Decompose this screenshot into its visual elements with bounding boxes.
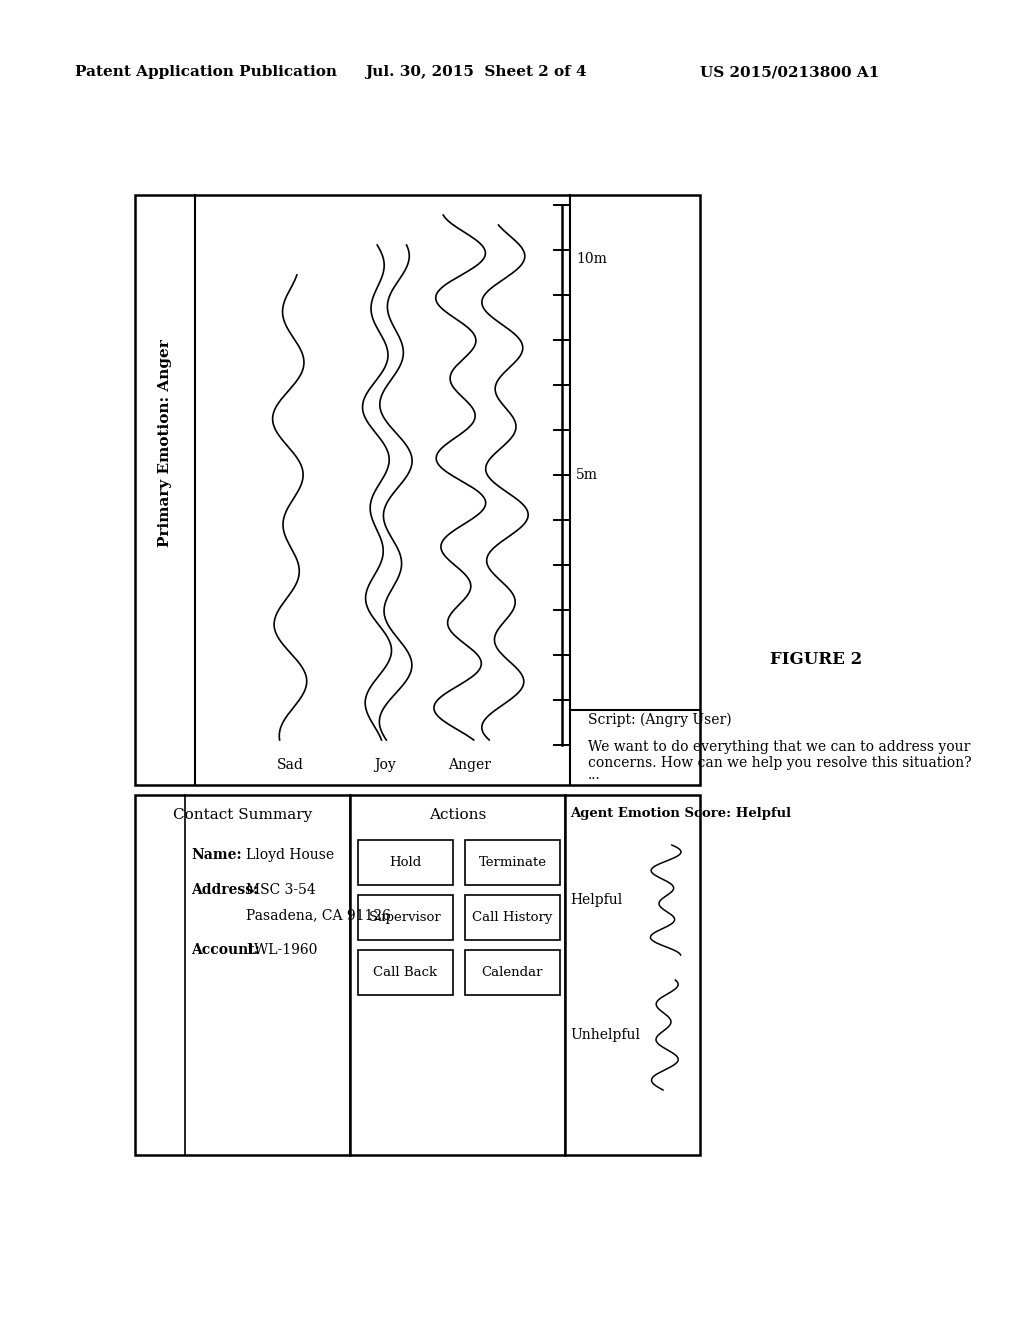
Text: Patent Application Publication: Patent Application Publication — [75, 65, 337, 79]
Text: Name:: Name: — [191, 847, 242, 862]
Bar — [565, 795, 700, 1155]
Bar — [465, 950, 560, 995]
Text: Anger: Anger — [449, 758, 492, 772]
Text: Call Back: Call Back — [374, 966, 437, 979]
Text: Script: (Angry User): Script: (Angry User) — [588, 713, 731, 727]
Text: ...: ... — [588, 768, 601, 781]
Text: Helpful: Helpful — [570, 894, 623, 907]
Text: Account:: Account: — [191, 942, 260, 957]
Text: Actions: Actions — [429, 808, 486, 822]
Text: Pasadena, CA 91126: Pasadena, CA 91126 — [246, 908, 391, 921]
Text: Sad: Sad — [276, 758, 303, 772]
Text: Hold: Hold — [389, 855, 422, 869]
Bar — [135, 195, 700, 785]
Text: FIGURE 2: FIGURE 2 — [770, 652, 862, 668]
Text: US 2015/0213800 A1: US 2015/0213800 A1 — [700, 65, 880, 79]
Bar — [358, 950, 453, 995]
Text: We want to do everything that we can to address your
concerns. How can we help y: We want to do everything that we can to … — [588, 741, 972, 770]
Text: Address:: Address: — [191, 883, 258, 898]
Bar — [350, 795, 565, 1155]
Bar — [358, 840, 453, 884]
Text: MSC 3-54: MSC 3-54 — [246, 883, 315, 898]
Text: Lloyd House: Lloyd House — [246, 847, 334, 862]
Bar — [135, 795, 350, 1155]
Text: Joy: Joy — [374, 758, 396, 772]
Bar — [358, 895, 453, 940]
Text: Unhelpful: Unhelpful — [570, 1028, 640, 1041]
Text: Terminate: Terminate — [478, 855, 547, 869]
Text: Calendar: Calendar — [481, 966, 544, 979]
Text: Primary Emotion: Anger: Primary Emotion: Anger — [158, 339, 172, 546]
Text: Agent Emotion Score: Helpful: Agent Emotion Score: Helpful — [570, 807, 792, 820]
Text: Call History: Call History — [472, 911, 553, 924]
Text: LWL-1960: LWL-1960 — [246, 942, 317, 957]
Text: Jul. 30, 2015  Sheet 2 of 4: Jul. 30, 2015 Sheet 2 of 4 — [365, 65, 587, 79]
Bar — [465, 840, 560, 884]
Text: Supervisor: Supervisor — [369, 911, 442, 924]
Text: Contact Summary: Contact Summary — [173, 808, 312, 822]
Text: 5m: 5m — [575, 469, 598, 482]
Text: 10m: 10m — [575, 252, 607, 267]
Bar — [465, 895, 560, 940]
